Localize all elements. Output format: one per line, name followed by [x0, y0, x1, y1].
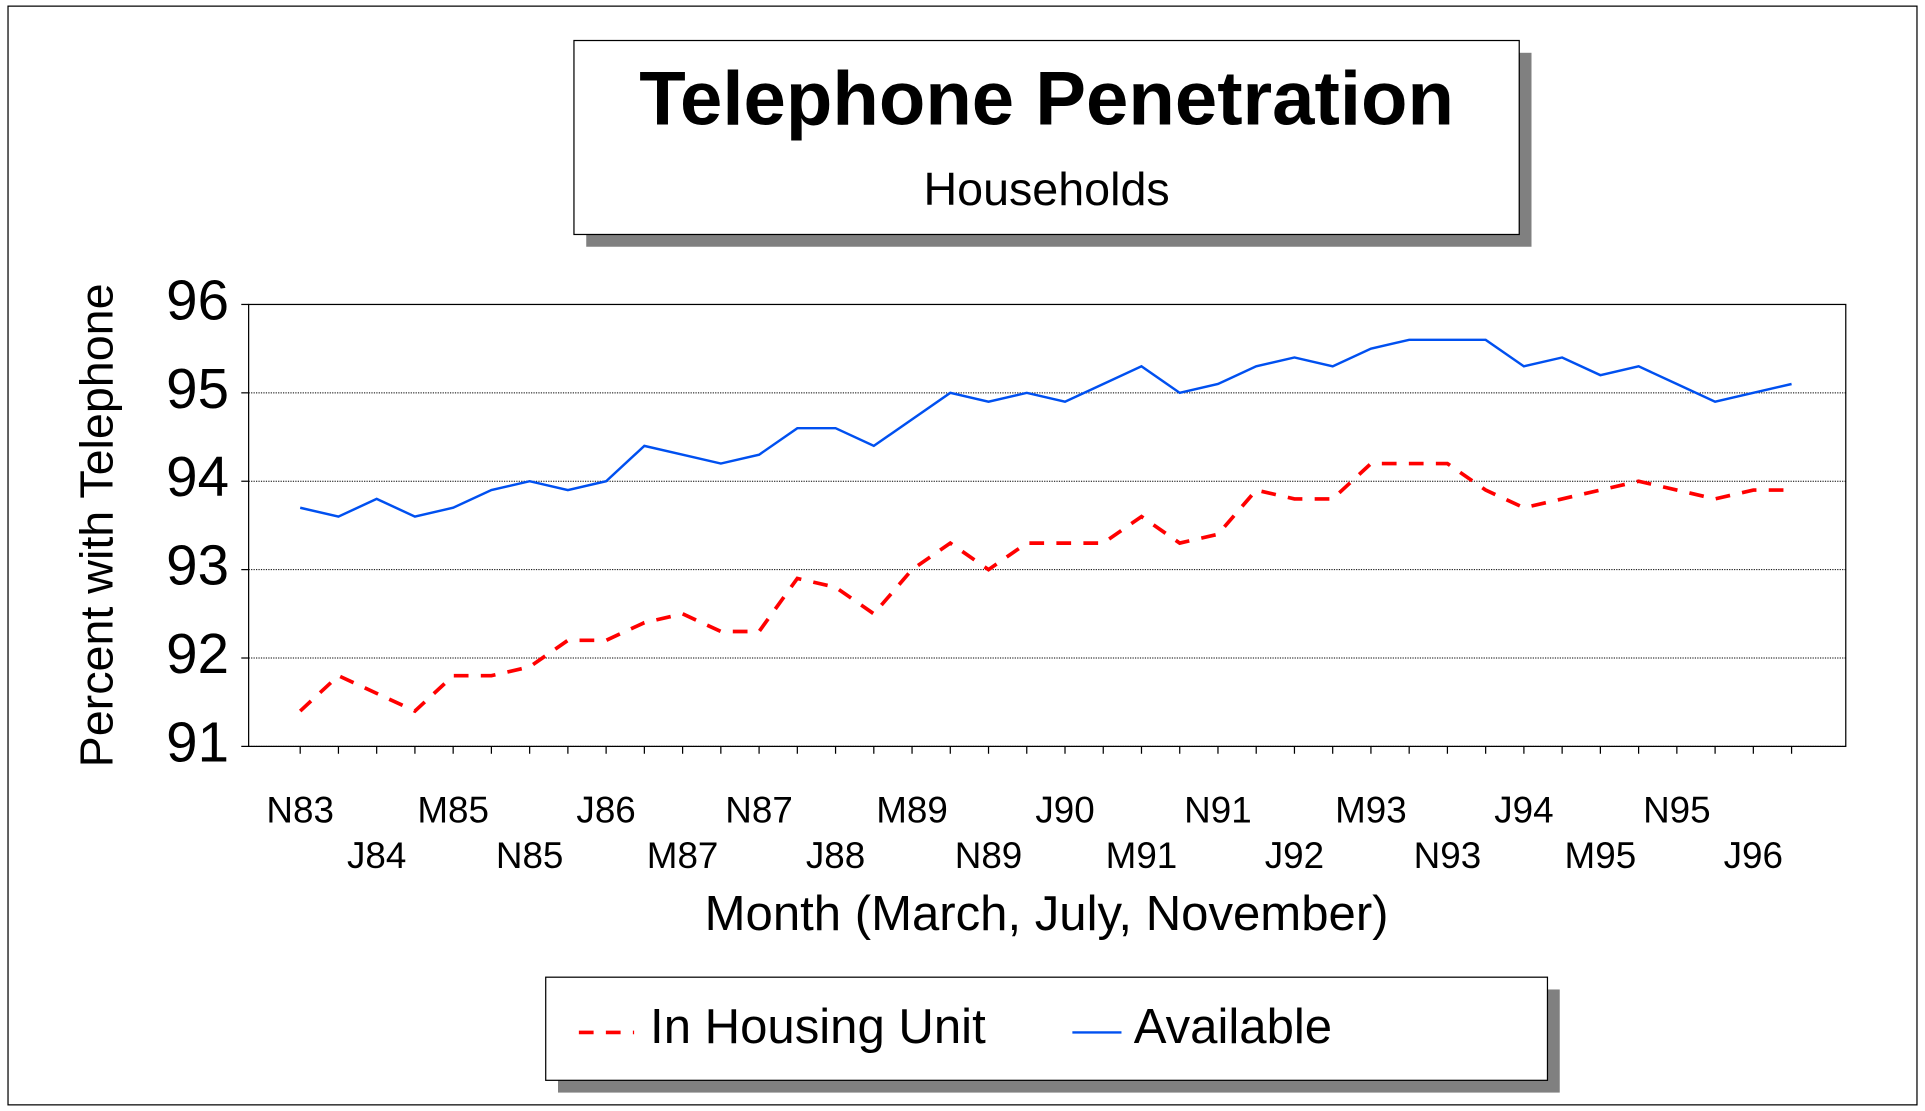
data-line — [298, 461, 1792, 714]
x-tick-label: M93 — [1335, 789, 1407, 830]
x-tick-label: J94 — [1494, 789, 1553, 830]
plot-background — [248, 304, 1846, 747]
y-tick-label: 91 — [166, 710, 229, 773]
x-tick-label: N83 — [266, 789, 334, 830]
x-tick-label: J96 — [1724, 835, 1783, 876]
legend-label: Available — [1134, 1000, 1332, 1054]
x-tick-label: M87 — [647, 835, 719, 876]
y-tick-label: 94 — [166, 445, 229, 508]
y-tick-label: 93 — [166, 534, 229, 597]
chart-title: Telephone Penetration — [639, 56, 1454, 141]
x-tick-label: M85 — [417, 789, 489, 830]
x-tick-label: N85 — [496, 835, 564, 876]
x-tick-label: J90 — [1035, 789, 1094, 830]
y-tick-label: 95 — [166, 357, 229, 420]
title-box — [573, 39, 1520, 236]
x-tick-label: N91 — [1184, 789, 1252, 830]
legend: In Housing Unit Available — [545, 976, 1560, 1093]
y-tick-label: 96 — [166, 268, 229, 331]
x-axis-title: Month (March, July, November) — [705, 887, 1389, 941]
x-tick-label: J84 — [347, 835, 406, 876]
x-tick-label: N89 — [955, 835, 1023, 876]
y-axis-title: Percent with Telephone — [70, 283, 122, 767]
x-tick-label: J86 — [576, 789, 635, 830]
legend-box — [545, 976, 1549, 1081]
legend-label: In Housing Unit — [650, 1000, 986, 1054]
x-tick-label: M95 — [1565, 835, 1637, 876]
plot-border — [248, 303, 1847, 748]
chart-subtitle: Households — [923, 163, 1169, 215]
y-tick-label: 92 — [166, 622, 229, 685]
plot-area: 919293949596N83J84M85N85J86M87N87J88M89N… — [166, 268, 1847, 876]
x-tick-label: M91 — [1106, 835, 1178, 876]
x-tick-label: N93 — [1414, 835, 1482, 876]
x-tick-label: J92 — [1265, 835, 1324, 876]
x-tick-label: N87 — [725, 789, 793, 830]
x-tick-label: J88 — [806, 835, 865, 876]
data-line — [299, 338, 1792, 518]
x-tick-label: N95 — [1643, 789, 1711, 830]
x-tick-label: M89 — [876, 789, 948, 830]
